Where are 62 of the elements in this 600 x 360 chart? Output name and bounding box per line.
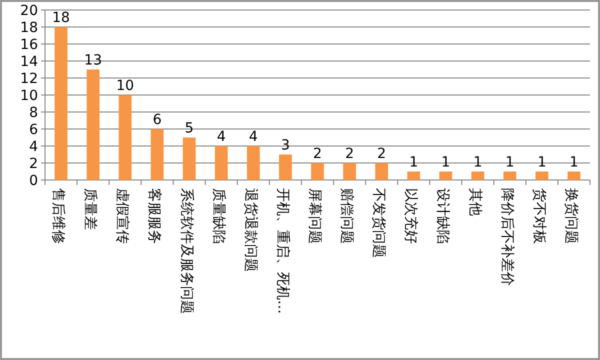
y-tick-label: 8 — [29, 105, 38, 121]
x-tick-label: 赔偿问题 — [338, 188, 355, 244]
bar — [311, 163, 324, 180]
data-label: 4 — [216, 129, 226, 145]
data-label: 1 — [473, 154, 482, 170]
data-label: 2 — [377, 146, 386, 162]
x-tick-label: 不发货问题 — [370, 188, 387, 258]
x-tick-label: 换货问题 — [562, 188, 579, 244]
data-label: 18 — [52, 10, 70, 26]
bar — [214, 146, 228, 180]
y-tick-label: 14 — [20, 54, 38, 70]
x-tick-label: 质量差 — [82, 188, 98, 230]
bar — [279, 154, 292, 180]
bar — [86, 70, 100, 180]
bar — [246, 146, 260, 180]
data-label: 10 — [116, 78, 134, 94]
data-label: 13 — [84, 52, 102, 68]
data-label: 3 — [280, 138, 290, 154]
bar — [536, 172, 548, 180]
data-label: 2 — [313, 146, 322, 162]
bar — [343, 163, 356, 180]
data-label: 1 — [409, 154, 418, 170]
x-tick-label: 系统软件及服务问题 — [178, 188, 194, 314]
x-tick-label: 设计缺陷 — [434, 188, 451, 244]
y-tick-label: 20 — [20, 3, 38, 19]
y-tick-label: 6 — [29, 122, 38, 138]
data-label: 5 — [184, 120, 194, 136]
x-tick-label: 客服服务 — [146, 188, 162, 244]
x-tick-label: 质量缺陷 — [210, 188, 226, 244]
y-tick-label: 2 — [29, 156, 38, 172]
data-label: 6 — [152, 112, 162, 128]
data-label: 1 — [441, 154, 450, 170]
y-tick-label: 0 — [29, 173, 38, 189]
x-tick-label: 退货退款问题 — [242, 188, 258, 272]
x-tick-label: 货不对板 — [530, 188, 547, 244]
data-label: 1 — [537, 154, 546, 170]
bar — [503, 172, 516, 180]
data-label: 1 — [570, 154, 578, 170]
y-tick-label: 18 — [20, 20, 38, 36]
x-tick-label: 虚假宣传 — [114, 188, 130, 244]
bar — [568, 172, 580, 180]
x-tick-label: 其他 — [466, 188, 483, 216]
y-tick-label: 16 — [20, 37, 38, 53]
bar — [439, 172, 452, 180]
bar — [118, 95, 132, 180]
data-label: 2 — [345, 146, 354, 162]
x-tick-label: 开机、重启、死机… — [274, 188, 290, 314]
y-tick-label: 4 — [29, 139, 38, 155]
x-tick-label: 降价后不补差价 — [498, 188, 515, 286]
y-tick-label: 10 — [20, 88, 38, 104]
x-tick-label: 以次充好 — [402, 188, 419, 244]
bar — [54, 27, 68, 180]
x-tick-label: 售后维修 — [50, 188, 66, 244]
bar — [407, 172, 420, 180]
y-tick-label: 12 — [20, 71, 38, 87]
data-label: 1 — [505, 154, 514, 170]
bar — [375, 163, 388, 180]
bar — [182, 138, 196, 180]
data-label: 4 — [248, 129, 258, 145]
bar — [150, 129, 164, 180]
bar — [471, 172, 484, 180]
x-tick-label: 屏幕问题 — [306, 188, 322, 244]
